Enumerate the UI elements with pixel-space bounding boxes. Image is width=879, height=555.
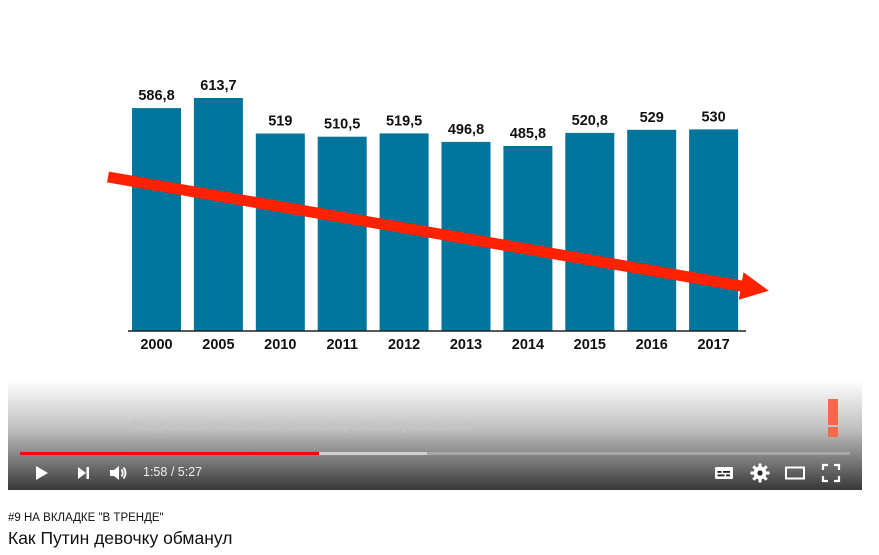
tick-label-2005: 2005: [202, 337, 234, 353]
value-label-2017: 530: [701, 109, 725, 125]
bar-chart: 586,8 613,7 519 510,5 519,5 496,8 485,8 520,8 52…: [107, 78, 769, 353]
value-label-2010: 519: [268, 114, 292, 130]
gear-icon: [750, 463, 770, 483]
current-time: 1:58: [143, 465, 168, 479]
tick-label-2013: 2013: [450, 337, 482, 353]
bar-2011: [317, 136, 367, 331]
tick-label-2014: 2014: [512, 337, 544, 353]
time-display: 1:58 / 5:27: [143, 465, 202, 479]
subtitles-icon: [715, 467, 733, 479]
next-button[interactable]: [70, 460, 96, 486]
video-title: Как Путин девочку обманул: [8, 528, 233, 548]
tick-label-2012: 2012: [388, 337, 420, 353]
settings-button[interactable]: [747, 460, 773, 486]
trend-arrow-head: [738, 272, 769, 300]
tick-label-2016: 2016: [636, 337, 668, 353]
theater-icon: [785, 466, 805, 480]
next-icon: [78, 467, 89, 479]
value-label-2013: 496,8: [448, 122, 484, 138]
tick-label-2017: 2017: [697, 337, 729, 353]
value-label-2011: 510,5: [324, 117, 360, 133]
trending-label[interactable]: #9 НА ВКЛАДКЕ "В ТРЕНДЕ": [8, 512, 164, 524]
tick-label-2011: 2011: [326, 337, 357, 353]
video-player[interactable]: 586,8 613,7 519 510,5 519,5 496,8 485,8 520,8 52…: [8, 0, 862, 490]
value-label-2005: 613,7: [200, 78, 236, 94]
value-label-2014: 485,8: [510, 126, 546, 142]
bar-2014: [503, 146, 553, 331]
play-icon: [36, 466, 48, 480]
player-controls: 1:58 / 5:27: [8, 456, 862, 490]
value-label-2015: 520,8: [572, 113, 608, 129]
exclamation-logo: [816, 395, 850, 443]
theater-mode-button[interactable]: [782, 460, 808, 486]
mute-button[interactable]: [105, 460, 131, 486]
bar-2005: [193, 98, 243, 331]
bar-2010: [255, 133, 305, 331]
duration: 5:27: [177, 465, 203, 479]
bar-2017: [689, 129, 739, 331]
bar-2016: [627, 129, 677, 331]
fullscreen-icon: [821, 463, 841, 483]
fullscreen-button[interactable]: [818, 460, 844, 486]
trend-arrow-shaft: [107, 171, 747, 293]
bar-2000: [132, 108, 181, 331]
time-separator: /: [170, 465, 178, 479]
progress-bar[interactable]: [20, 452, 850, 455]
value-label-2012: 519,5: [386, 113, 422, 129]
bar-2015: [565, 132, 615, 331]
tick-label-2015: 2015: [574, 337, 606, 353]
value-label-2016: 529: [640, 110, 664, 126]
value-label-2000: 586,8: [138, 88, 174, 104]
progress-played: [20, 452, 319, 455]
subtitles-button[interactable]: [711, 460, 737, 486]
volume-icon: [110, 466, 127, 480]
tick-label-2000: 2000: [140, 337, 172, 353]
play-button[interactable]: [28, 460, 54, 486]
tick-label-2010: 2010: [264, 337, 296, 353]
source-note: По данным Росстата и министерства образо…: [132, 418, 473, 433]
